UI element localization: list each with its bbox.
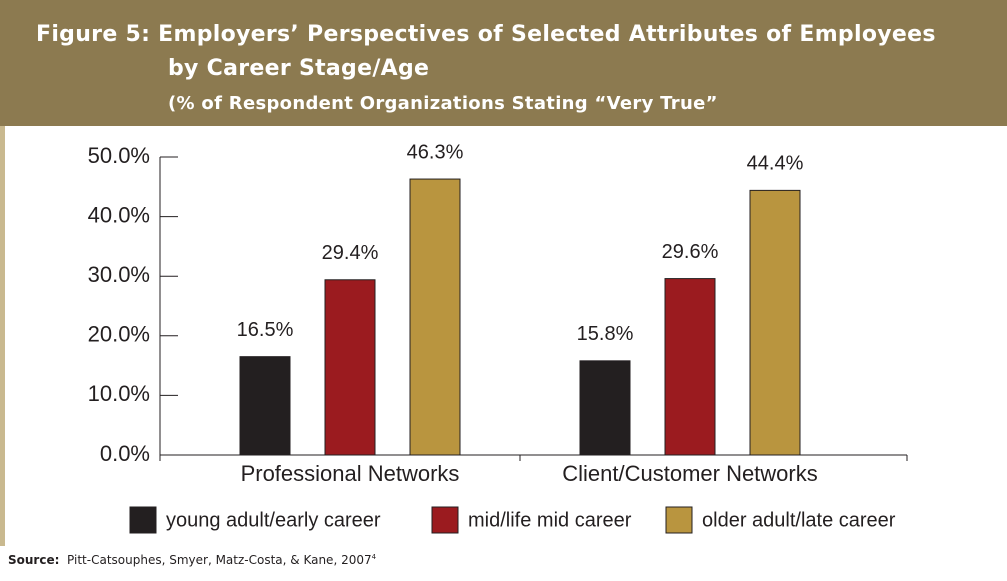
bar (749, 189, 801, 456)
subtitle: (% of Respondent Organizations Stating “… (168, 93, 718, 114)
y-tick-label: 0.0% (100, 441, 150, 466)
legend-label: older adult/late career (702, 509, 896, 531)
source-text: Pitt-Catsouphes, Smyer, Matz-Costa, & Ka… (67, 553, 372, 567)
value-label: 16.5% (237, 319, 294, 341)
header: Figure 5: Employers’ Perspectives of Sel… (0, 0, 1007, 126)
title-line: Figure 5: Employers’ Perspectives of Sel… (36, 22, 936, 47)
source-note: 4 (371, 553, 377, 561)
bar (579, 360, 631, 456)
bar (409, 178, 461, 456)
value-label: 29.4% (322, 242, 379, 264)
legend-swatch (129, 506, 157, 534)
y-tick-label: 40.0% (88, 202, 150, 227)
frame-border (0, 126, 5, 546)
source-label: Source: (8, 553, 60, 567)
y-tick-label: 20.0% (88, 322, 150, 347)
x-tick-label: Professional Networks (241, 461, 460, 486)
legend-swatch (431, 506, 459, 534)
value-label: 29.6% (662, 241, 719, 263)
bar (239, 356, 291, 456)
legend-swatch (665, 506, 693, 534)
value-label: 46.3% (407, 141, 464, 163)
legend-label: young adult/early career (166, 509, 381, 531)
bar (664, 278, 716, 456)
y-tick-label: 30.0% (88, 262, 150, 287)
value-label: 44.4% (747, 153, 804, 175)
value-label: 15.8% (577, 323, 634, 345)
y-tick-label: 50.0% (88, 143, 150, 168)
y-tick-label: 10.0% (88, 381, 150, 406)
source: Source: Pitt-Catsouphes, Smyer, Matz-Cos… (8, 553, 376, 567)
bar (324, 279, 376, 456)
legend-label: mid/life mid career (468, 509, 632, 531)
title-line: by Career Stage/Age (168, 56, 430, 81)
x-tick-label: Client/Customer Networks (562, 461, 818, 486)
